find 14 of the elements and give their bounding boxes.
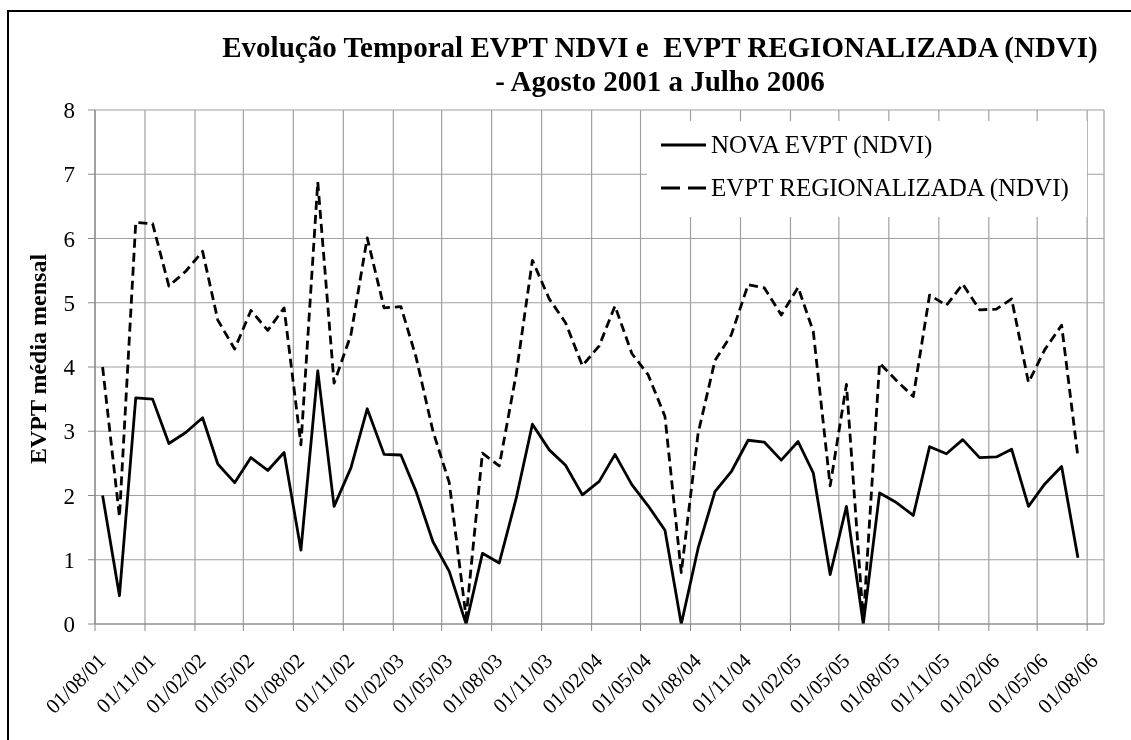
y-tick-label: 4 [63,355,76,381]
line-series [101,180,1080,623]
y-tick-label: 6 [63,226,75,252]
y-axis-title: EVPT média mensal [25,253,51,465]
y-tick-label: 7 [63,162,75,188]
y-tick-label: 0 [63,612,75,638]
y-tick-label: 8 [63,98,75,124]
y-tick-label: 3 [63,419,75,445]
y-tick-label: 5 [63,290,75,316]
y-tick-label: 1 [63,547,75,573]
chart-title: Evolução Temporal EVPT NDVI e EVPT REGIONALIZADA (NDVI) - Agosto 2001 a Julho 2006 [221,30,1099,98]
legend-label: EVPT REGIONALIZADA (NDVI) [711,173,1069,202]
y-tick-label: 2 [63,483,75,509]
legend-label: NOVA EVPT (NDVI) [711,130,933,159]
